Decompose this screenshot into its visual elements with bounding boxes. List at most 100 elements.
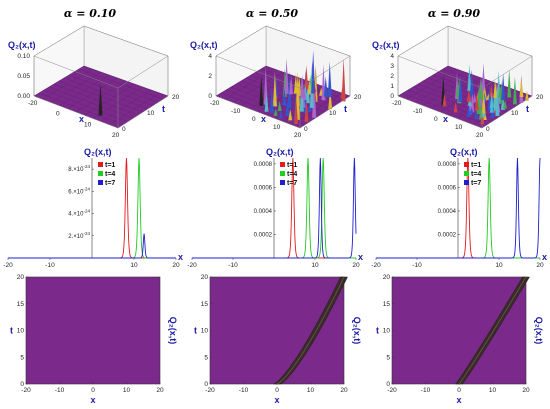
surface-spike	[264, 92, 269, 112]
line-plot-alpha-090: -20 -10 10 20 0.0002 0.0004 0.0006 0.0008 Q₂(x,t…	[371, 147, 547, 269]
z-axis-label: Q₂(x,t)	[372, 40, 400, 50]
series-line-t7	[8, 233, 176, 259]
y-tick-label: 6.×10-24	[68, 186, 90, 195]
surface-spike	[458, 74, 463, 102]
y-tick-label: 0.0004	[438, 209, 457, 215]
y-axis-label: t	[344, 104, 347, 114]
legend-swatch	[98, 162, 103, 167]
x-tick-label: 10	[84, 121, 92, 128]
x-tick-label: 10	[307, 387, 315, 394]
legend-swatch	[280, 171, 285, 176]
surface-spike	[287, 71, 292, 109]
surface-spike	[288, 109, 293, 121]
y-tick-label: 20	[201, 274, 209, 281]
mesh-line	[84, 83, 135, 116]
x-tick-label: -10	[45, 262, 55, 269]
surface-spike	[474, 109, 479, 119]
surface-spike	[294, 96, 299, 124]
box-edge	[397, 95, 483, 129]
x-tick-label: -10	[412, 262, 422, 269]
y-tick-label: 8.×10-24	[68, 164, 90, 173]
surface-spike	[284, 58, 289, 94]
surface-spike	[503, 100, 508, 109]
y-tick-label: 5	[20, 354, 24, 361]
y-axis-label: Q₂(x,t)	[84, 147, 112, 157]
y-tick-label: 0.0004	[254, 209, 273, 215]
surface-spike	[472, 93, 477, 103]
y-tick-label: 20	[383, 274, 391, 281]
y-tick-label: 5	[204, 354, 208, 361]
legend-swatch	[464, 180, 469, 185]
contour-background	[391, 276, 527, 385]
legend-swatch	[98, 171, 103, 176]
x-tick-label: 10	[489, 387, 497, 394]
x-tick-label: 20	[294, 132, 302, 139]
y-tick-label: 10	[147, 110, 155, 117]
x-tick-label: 10	[495, 262, 503, 269]
surface-spike	[501, 72, 506, 101]
y-tick-label: 10	[17, 328, 25, 335]
x-tick-label: 20	[476, 132, 484, 139]
surface-spike	[489, 92, 494, 109]
z-axis-label: Q₂(x,t)	[8, 40, 36, 50]
box-edge	[447, 25, 533, 57]
y-tick-label: 10	[383, 328, 391, 335]
x-tick-label: -20	[187, 262, 197, 269]
surface-spike	[512, 76, 517, 105]
box-edge	[265, 25, 351, 57]
x-tick-label: -10	[231, 108, 241, 115]
box-edge	[215, 55, 301, 89]
x-axis-label: x	[178, 252, 183, 262]
mesh-line	[63, 77, 149, 109]
z-tick-label: 0.05	[17, 73, 30, 80]
x-tick-label: 20	[522, 387, 530, 394]
x-tick-label: 10	[130, 262, 138, 269]
y-axis-label: t	[194, 326, 197, 336]
surface-spike	[470, 88, 475, 113]
box-edge	[481, 95, 533, 129]
y-tick-label: 0	[204, 381, 208, 388]
x-tick-label: 0	[56, 111, 60, 118]
y-axis-label: Q₂(x,t)	[266, 147, 294, 157]
contour-background	[209, 276, 345, 385]
surface-spike	[466, 104, 471, 117]
z-tick-label: 0	[208, 93, 212, 100]
z-tick-label: 0.10	[17, 53, 30, 60]
surface-spike	[297, 76, 302, 97]
y-axis-label: t	[376, 326, 379, 336]
x-tick-label: -20	[371, 262, 381, 269]
x-tick-label: 20	[172, 262, 180, 269]
x-tick-label: 0	[457, 387, 461, 394]
x-tick-label: 10	[123, 387, 131, 394]
y-tick-label: 0	[20, 381, 24, 388]
surface-spike	[495, 85, 500, 117]
box-edge	[397, 25, 449, 57]
title-alpha-090: α = 0.90	[428, 7, 480, 20]
legend-entry: t=7	[287, 180, 297, 187]
surface-spike	[328, 88, 333, 110]
y-tick-label: 10	[329, 110, 337, 117]
x-tick-label: 10	[311, 262, 319, 269]
y-tick-label: 0.0008	[438, 162, 457, 168]
surface-spike	[498, 86, 503, 98]
line-plot-alpha-010: -20 -10 10 20 2.×10-24 4.×10-24 6.×10-24 8.×10-…	[3, 147, 183, 269]
z-tick-label: 0	[390, 93, 394, 100]
y-tick-label: 4.×10-24	[68, 209, 90, 218]
z-tick-label: 0.00	[17, 93, 30, 100]
surface-spike	[98, 83, 103, 116]
z-tick-label: 2	[208, 73, 212, 80]
surface-spike	[479, 78, 484, 100]
box-edge	[117, 95, 169, 129]
surface-spike	[293, 73, 298, 94]
legend-entry: t=1	[471, 162, 481, 169]
x-axis-label: x	[542, 252, 547, 262]
series-line-t7	[192, 157, 357, 259]
x-tick-label: 0	[252, 116, 256, 123]
surface-spike	[323, 76, 328, 97]
y-tick-label: 10	[201, 328, 209, 335]
legend-entry: t=7	[471, 180, 481, 187]
surface-spike	[442, 92, 447, 107]
